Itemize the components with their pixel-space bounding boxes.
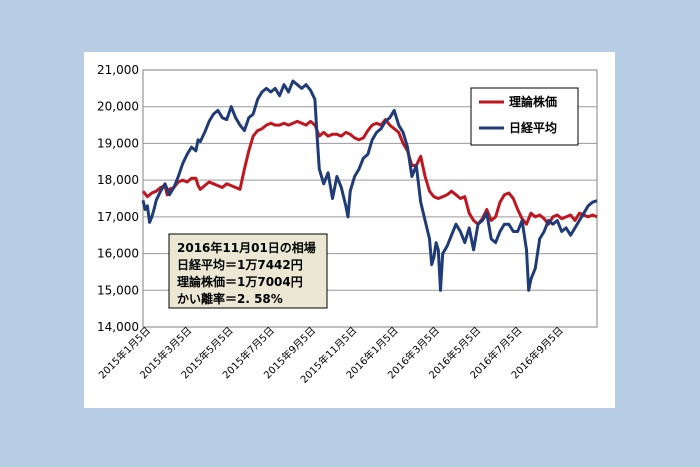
- series-line-theory: [141, 118, 598, 226]
- legend-label-theory: 理論株価: [509, 94, 557, 109]
- annotation-line-date: 2016年11月01日の相場: [177, 240, 316, 255]
- legend-label-nikkei: 日経平均: [509, 120, 557, 135]
- y-tick-label: 19,000: [97, 136, 139, 150]
- legend: 理論株価 日経平均: [470, 87, 579, 146]
- series-line-nikkei: [141, 79, 598, 292]
- y-tick-label: 20,000: [97, 100, 139, 114]
- y-tick-label: 14,000: [97, 320, 139, 334]
- y-tick-label: 15,000: [97, 283, 139, 297]
- annotation-line-theory: 理論株価＝1万7004円: [177, 274, 303, 289]
- stock-chart: 14,000 15,000 16,000 17,000 18,000 19,000 20,0…: [96, 63, 598, 386]
- y-tick-label: 17,000: [97, 210, 139, 224]
- annotation-line-nikkei: 日経平均＝1万7442円: [177, 257, 303, 272]
- chart-card: 14,000 15,000 16,000 17,000 18,000 19,000 20,0…: [84, 52, 615, 408]
- annotation-box: 2016年11月01日の相場 日経平均＝1万7442円 理論株価＝1万7004円…: [168, 233, 328, 309]
- y-tick-label: 18,000: [97, 173, 139, 187]
- y-tick-label: 16,000: [97, 247, 139, 261]
- annotation-line-divergence: かい離率＝2. 58%: [177, 291, 283, 306]
- y-tick-label: 21,000: [97, 63, 139, 77]
